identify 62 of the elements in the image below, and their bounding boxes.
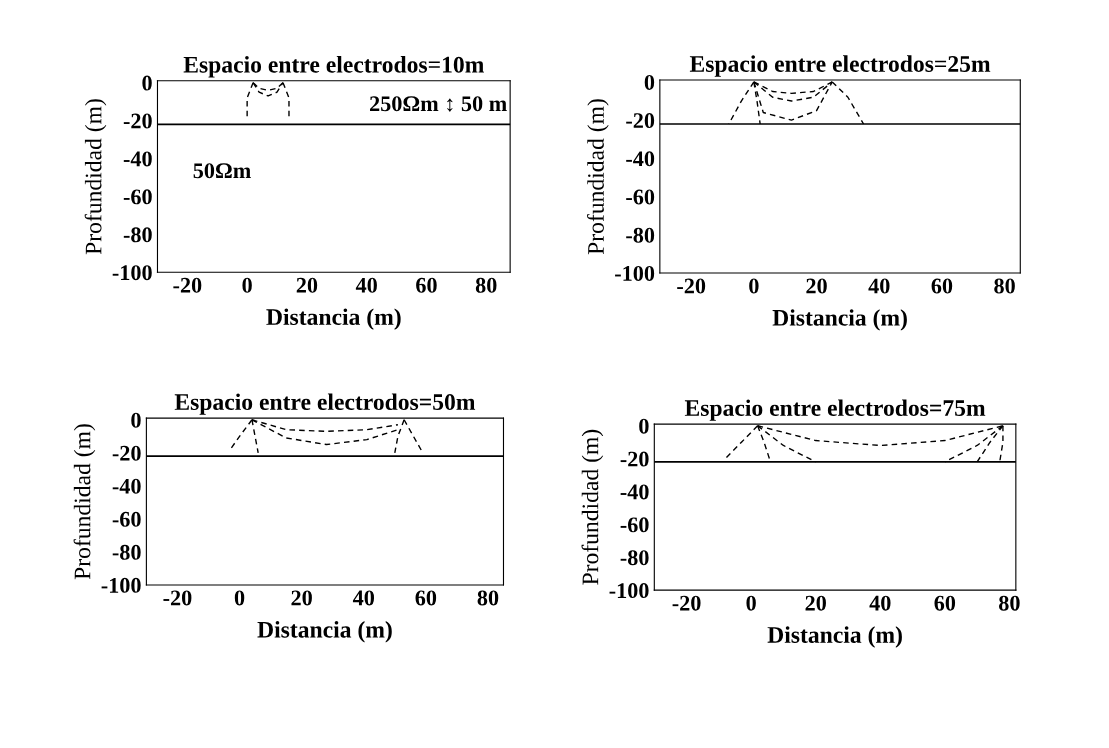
x-tick-label: 80 [994,278,1015,294]
y-axis-title: Profundidad (m) [84,99,107,255]
x-tick-label: 0 [234,590,245,606]
chart-title: Espacio entre electrodos=75m [684,399,986,421]
y-tick-label: -40 [626,151,655,167]
x-tick-label: 60 [415,590,437,606]
y-tick-label: -80 [123,227,152,243]
x-axis-title: Distancia (m) [767,626,902,648]
y-axis-title: Profundidad (m) [581,429,604,585]
y-axis-title: Profundidad (m) [73,424,96,580]
chart-title: Espacio entre electrodos=10m [183,56,484,78]
x-tick-label: -20 [163,590,192,606]
x-axis-title: Distancia (m) [266,308,401,330]
y-tick-label: -20 [626,113,655,129]
x-tick-label: 40 [869,595,891,611]
y-tick-label: -100 [101,577,141,593]
y-tick-label: 0 [639,418,649,434]
y-tick-label: -40 [123,151,152,167]
y-tick-label: -100 [112,265,152,281]
y-tick-label: -100 [615,265,655,281]
x-tick-label: 80 [477,590,499,606]
x-tick-label: 20 [806,278,827,294]
y-tick-label: 0 [644,74,655,90]
y-tick-label: -20 [620,451,649,467]
y-tick-label: -40 [620,484,649,500]
x-tick-label: 40 [352,590,375,606]
y-tick-label: -80 [620,550,649,566]
x-tick-label: 80 [999,595,1020,611]
y-tick-label: -60 [123,189,152,205]
y-tick-label: -100 [609,583,649,599]
y-tick-label: -80 [112,544,141,560]
y-tick-label: -60 [620,517,649,533]
x-axis-title: Distancia (m) [772,309,907,331]
x-tick-label: 60 [934,595,956,611]
x-tick-label: 40 [868,278,890,294]
x-tick-label: 60 [931,278,953,294]
x-tick-label: -20 [173,277,202,293]
y-tick-label: -20 [123,113,152,129]
y-axis-title: Profundidad (m) [587,99,609,255]
x-axis-title: Distancia (m) [257,621,392,643]
y-tick-label: -60 [112,511,141,527]
y-tick-label: -20 [112,445,141,461]
chart-title: Espacio entre electrodos=25m [689,55,991,77]
annotation: 250Ωm ↕ 50 m [370,96,507,112]
x-tick-label: 60 [416,277,437,293]
x-tick-label: 0 [746,595,756,611]
x-tick-label: 20 [805,595,826,611]
y-tick-label: -60 [626,189,655,205]
x-tick-label: 80 [475,277,497,293]
x-tick-label: 20 [296,277,318,293]
y-tick-label: 0 [131,412,141,428]
x-tick-label: 0 [749,278,759,294]
x-tick-label: 40 [355,277,377,293]
y-tick-label: -40 [112,478,141,494]
annotation: 50Ωm [193,163,251,179]
x-tick-label: 20 [291,590,312,606]
x-tick-label: -20 [672,595,701,611]
y-tick-label: 0 [142,75,152,91]
x-tick-label: -20 [677,278,706,294]
y-tick-label: -80 [626,227,655,243]
x-tick-label: 0 [242,277,252,293]
chart-title: Espacio entre electrodos=50m [174,393,476,415]
